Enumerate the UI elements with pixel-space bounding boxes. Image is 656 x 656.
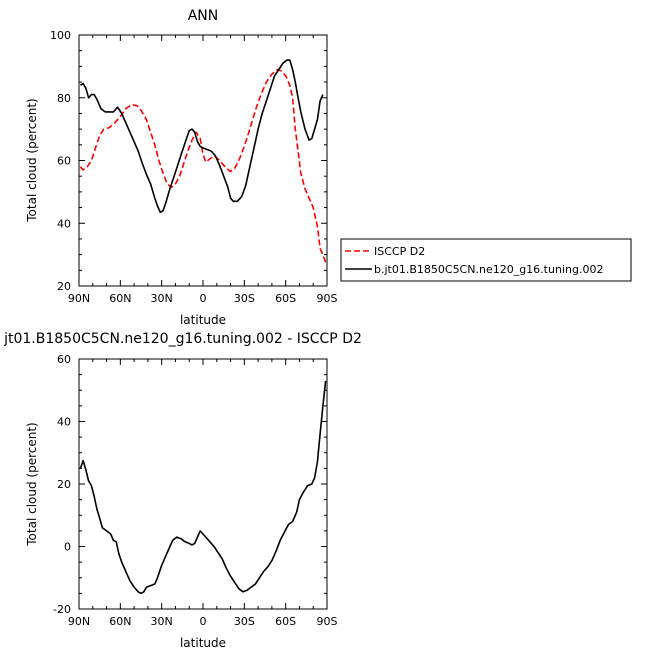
top-y-tick-label: 100 [50, 29, 71, 42]
bottom-y-tick-label: 0 [64, 541, 71, 554]
legend-label-isccp: ISCCP D2 [374, 245, 425, 258]
bottom-x-tick-label: 90N [68, 615, 90, 628]
model-line [79, 59, 324, 214]
top-x-tick-label: 60N [109, 292, 131, 305]
bottom-y-axis-label: Total cloud (percent) [25, 422, 39, 546]
bottom-series [79, 380, 327, 595]
bottom-x-axis-label: latitude [180, 636, 226, 650]
top-x-tick-label: 90S [317, 292, 338, 305]
bottom-plot-frame [78, 358, 328, 610]
bottom-y-tick-label: 20 [57, 478, 71, 491]
top-y-tick-label: 20 [57, 280, 71, 293]
bottom-x-tick-label: 30S [234, 615, 255, 628]
top-y-tick-label: 80 [57, 92, 71, 105]
top-plot-frame [78, 34, 328, 287]
top-x-tick-label: 30S [234, 292, 255, 305]
top-x-ticks: 90N 60N 30N 0 30S 60S 90S [68, 35, 338, 305]
top-y-tick-label: 60 [57, 155, 71, 168]
bottom-x-tick-label: 30N [151, 615, 173, 628]
bottom-x-tick-label: 0 [200, 615, 207, 628]
top-series [79, 59, 327, 263]
bottom-x-tick-label: 60S [275, 615, 296, 628]
bottom-y-tick-label: 40 [57, 416, 71, 429]
bottom-chart-title: jt01.B1850C5CN.ne120_g16.tuning.002 - IS… [3, 331, 362, 347]
top-y-axis-label: Total cloud (percent) [25, 98, 39, 222]
bottom-y-ticks: -20 0 20 40 60 [53, 353, 327, 616]
top-x-tick-label: 0 [200, 292, 207, 305]
top-y-ticks: 20 40 60 80 100 [50, 29, 327, 293]
top-chart-title: ANN [188, 8, 219, 24]
top-x-tick-label: 60S [275, 292, 296, 305]
difference-line [79, 380, 327, 595]
bottom-panel: jt01.B1850C5CN.ne120_g16.tuning.002 - IS… [3, 331, 362, 650]
legend: ISCCP D2 b.jt01.B1850C5CN.ne120_g16.tuni… [340, 238, 632, 282]
bottom-x-tick-label: 60N [109, 615, 131, 628]
top-x-tick-label: 90N [68, 292, 90, 305]
bottom-x-ticks: 90N 60N 30N 0 30S 60S 90S [68, 359, 338, 628]
bottom-x-tick-label: 90S [317, 615, 338, 628]
bottom-y-tick-label: 60 [57, 353, 71, 366]
top-panel: ANN 90N 60N 30N 0 30S 60S 90S 20 40 60 80 100 lati… [25, 8, 338, 327]
top-x-tick-label: 30N [151, 292, 173, 305]
isccp-d2-line [79, 68, 327, 263]
top-y-tick-label: 40 [57, 217, 71, 230]
bottom-y-tick-label: -20 [53, 603, 71, 616]
legend-box [340, 238, 632, 282]
legend-label-model: b.jt01.B1850C5CN.ne120_g16.tuning.002 [374, 263, 603, 276]
top-x-axis-label: latitude [180, 313, 226, 327]
